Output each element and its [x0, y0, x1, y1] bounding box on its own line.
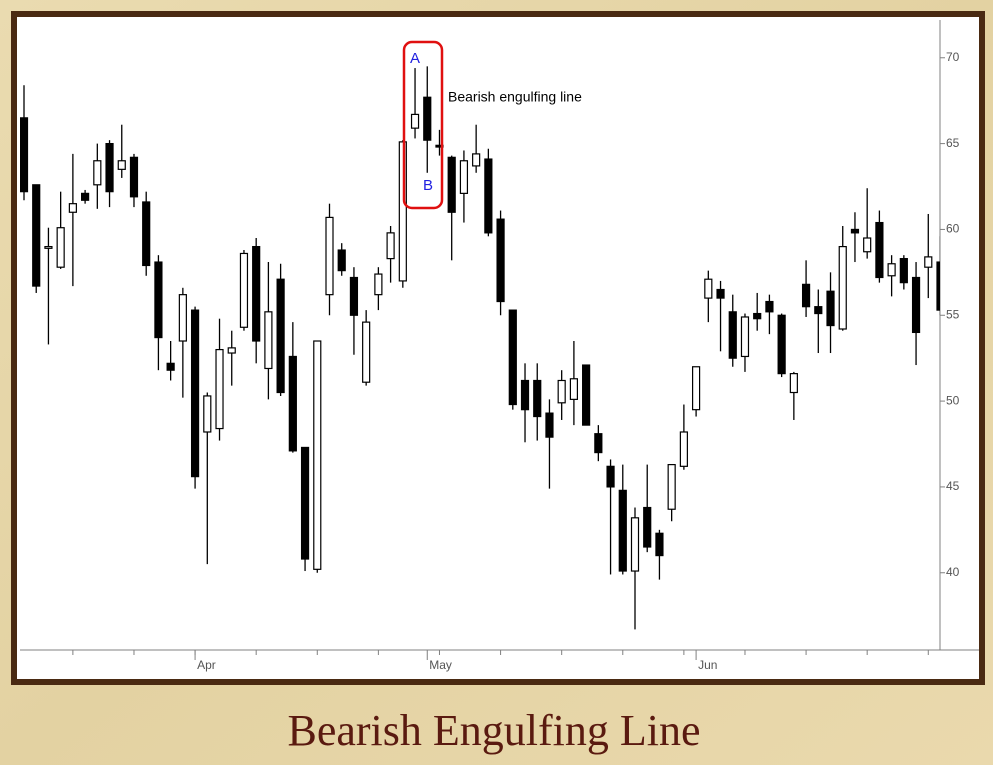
candle-body [728, 311, 737, 359]
chart-title: Bearish Engulfing Line [287, 706, 700, 755]
candle-body [44, 245, 53, 249]
candle-body [410, 113, 420, 129]
candle-body [850, 228, 860, 234]
candle-body [190, 309, 200, 478]
candle-body [740, 316, 750, 358]
candle-body [606, 465, 615, 488]
candle-body [374, 273, 383, 296]
candle-body [56, 227, 65, 268]
candle-body [716, 288, 725, 299]
candle-body [887, 263, 896, 277]
candle-body [814, 306, 823, 315]
candle-body [777, 314, 786, 375]
candle-body [325, 216, 334, 296]
candle-body [93, 160, 102, 186]
candle-body [569, 378, 579, 400]
y-tick-label: 70 [946, 50, 960, 64]
candle-body [313, 340, 322, 570]
candle-body [496, 218, 505, 303]
candle-body [459, 160, 469, 194]
candle-body [32, 184, 41, 287]
candle-body [154, 261, 163, 339]
candle-body [252, 245, 261, 342]
candle-body [936, 261, 940, 311]
candle-body [239, 252, 249, 328]
candle-body [582, 364, 591, 426]
candle-body [203, 395, 212, 433]
candle-body [618, 489, 627, 572]
candle-body [276, 278, 285, 394]
candle-body [863, 237, 872, 253]
candle-body [753, 312, 762, 320]
candle-body [508, 309, 517, 406]
annotation: B [423, 177, 433, 194]
candle-body [911, 276, 921, 334]
candle-body [520, 379, 530, 411]
candle-body [472, 153, 481, 167]
candle-body [789, 373, 798, 394]
candle-body [630, 517, 640, 572]
candle-body [545, 412, 554, 438]
candle-body [20, 117, 29, 193]
candle-body [643, 506, 652, 548]
x-tick-label: Apr [197, 658, 216, 672]
y-tick-label: 50 [946, 393, 960, 407]
candle-body [300, 446, 310, 560]
candle-body [704, 278, 713, 299]
candle-body [875, 221, 884, 279]
candle-body [349, 276, 359, 316]
candle-body [765, 300, 774, 313]
annotation: Bearish engulfing line [448, 89, 582, 105]
candle-body [533, 379, 542, 418]
candle-body [423, 96, 432, 141]
candle-body [667, 464, 676, 510]
candle-body [337, 249, 346, 272]
candle-body [691, 366, 701, 411]
candle-body [178, 294, 187, 342]
candle-body [801, 283, 811, 308]
highlight-box [402, 40, 444, 210]
candle-body [594, 433, 603, 454]
candle-body [117, 160, 126, 170]
candle-body [679, 431, 688, 467]
candle-body [484, 158, 493, 234]
x-tick-label: Jun [698, 658, 717, 672]
annotation: A [410, 50, 420, 67]
candle-body [264, 311, 273, 370]
y-tick-label: 55 [946, 307, 960, 321]
y-tick-label: 45 [946, 479, 960, 493]
candle-body [557, 379, 566, 404]
candle-body [142, 201, 151, 267]
candle-body [899, 258, 908, 284]
candle-body [362, 321, 371, 383]
y-tick-label: 65 [946, 136, 960, 150]
candle-body [447, 156, 456, 213]
plot-area [20, 66, 940, 630]
candle-body [166, 362, 175, 371]
candle-body [655, 532, 664, 557]
candle-body [288, 355, 297, 452]
candle-body [129, 156, 139, 198]
x-tick-label: May [429, 658, 452, 672]
candle-body [826, 290, 835, 327]
candle-body [105, 142, 114, 193]
candle-body [386, 232, 395, 260]
candle-body [68, 203, 77, 213]
y-tick-label: 60 [946, 222, 960, 236]
candle-body [227, 347, 236, 354]
y-tick-label: 40 [946, 565, 960, 579]
candle-body [838, 245, 847, 330]
candle-body [924, 256, 933, 268]
candle-body [215, 348, 224, 430]
chart-frame [11, 11, 985, 685]
candle-body [80, 192, 90, 201]
